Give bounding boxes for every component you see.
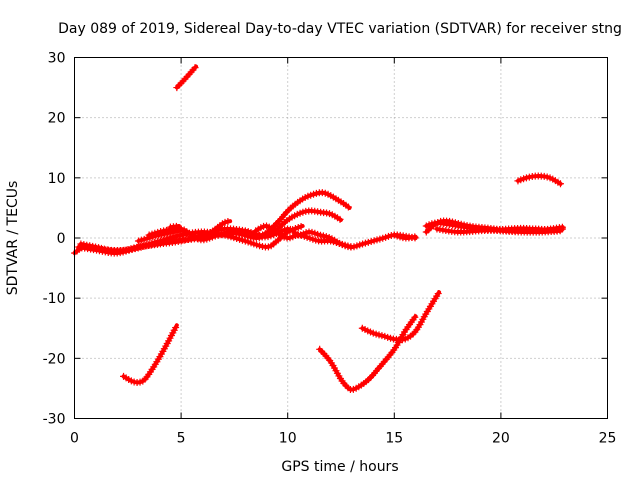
point-marker: [344, 203, 352, 211]
series-trail: [78, 190, 352, 254]
series-s2: [77, 189, 352, 255]
x-tick-label: 5: [177, 431, 186, 447]
series-s16: [358, 290, 442, 344]
x-axis-label: GPS time / hours: [281, 459, 398, 475]
point-marker: [347, 243, 355, 251]
y-tick-label: 10: [48, 171, 66, 187]
point-marker: [98, 247, 106, 255]
series-s5: [145, 218, 233, 242]
point-marker: [191, 64, 199, 72]
data-series: [71, 64, 566, 393]
point-marker: [558, 223, 566, 231]
series-s6: [166, 222, 181, 231]
series-trail: [515, 174, 563, 186]
point-marker: [224, 218, 232, 226]
x-tick-label: 10: [279, 431, 297, 447]
point-marker: [411, 233, 419, 241]
x-tick-label: 15: [385, 431, 403, 447]
y-axis-label: SDTVAR / TECUs: [5, 181, 21, 296]
point-marker: [411, 313, 419, 321]
y-tick-label: -30: [43, 412, 66, 428]
point-marker: [556, 180, 564, 188]
chart-title: Day 089 of 2019, Sidereal Day-to-day VTE…: [58, 21, 622, 37]
point-marker: [434, 290, 442, 298]
series-s15: [316, 313, 419, 393]
y-tick-label: -20: [43, 351, 66, 367]
point-marker: [297, 223, 305, 231]
y-tick-label: 30: [48, 51, 66, 67]
series-s7: [252, 222, 355, 251]
series-s14: [120, 323, 180, 386]
series-trail: [317, 314, 418, 392]
y-tick-label: -10: [43, 291, 66, 307]
point-marker: [336, 215, 344, 223]
series-s13: [514, 172, 564, 188]
series-s3: [75, 223, 305, 257]
x-tick-label: 25: [599, 431, 617, 447]
x-tick-label: 20: [492, 431, 510, 447]
point-marker: [172, 222, 180, 230]
series-s11: [390, 231, 419, 242]
series-s10: [433, 223, 566, 236]
axis-ticks: 0 5 10 15 20 25 -30 -20 -10 0 10 20 30: [43, 51, 617, 447]
point-marker: [95, 247, 103, 255]
y-tick-label: 20: [48, 111, 66, 127]
point-marker: [172, 324, 180, 332]
y-tick-label: 0: [57, 231, 66, 247]
series-s12: [173, 64, 199, 92]
x-tick-label: 0: [70, 431, 79, 447]
